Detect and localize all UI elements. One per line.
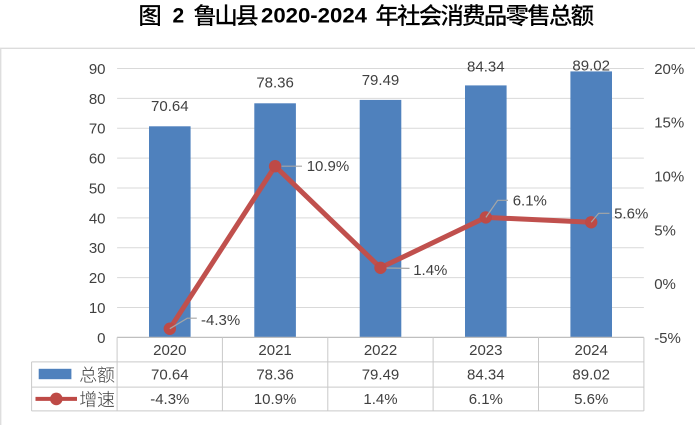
svg-text:2024: 2024 [575, 342, 608, 359]
svg-text:-4.3%: -4.3% [150, 391, 189, 408]
svg-text:2020-2024: 2020-2024 [261, 5, 367, 28]
svg-text:84.34: 84.34 [467, 58, 505, 75]
svg-text:10: 10 [89, 300, 106, 317]
svg-text:2021: 2021 [258, 342, 291, 359]
svg-text:80: 80 [89, 91, 106, 108]
svg-text:40: 40 [89, 210, 106, 227]
svg-text:6.1%: 6.1% [513, 192, 547, 209]
svg-text:15%: 15% [654, 115, 684, 132]
svg-text:84.34: 84.34 [467, 367, 505, 384]
svg-text:60: 60 [89, 151, 106, 168]
svg-text:0: 0 [97, 330, 105, 347]
svg-text:20: 20 [89, 270, 106, 287]
svg-text:1.4%: 1.4% [363, 391, 397, 408]
svg-text:70.64: 70.64 [151, 98, 189, 115]
svg-text:79.49: 79.49 [362, 367, 400, 384]
svg-text:89.02: 89.02 [572, 58, 610, 75]
svg-text:5.6%: 5.6% [574, 391, 608, 408]
svg-text:10.9%: 10.9% [307, 158, 350, 175]
svg-text:2022: 2022 [364, 342, 397, 359]
svg-text:89.02: 89.02 [572, 367, 610, 384]
svg-text:20%: 20% [654, 61, 684, 78]
svg-text:-4.3%: -4.3% [201, 312, 240, 329]
svg-text:90: 90 [89, 61, 106, 78]
svg-text:2020: 2020 [153, 342, 186, 359]
svg-text:10.9%: 10.9% [254, 391, 297, 408]
svg-text:-5%: -5% [654, 330, 681, 347]
svg-text:78.36: 78.36 [256, 75, 294, 92]
svg-text:50: 50 [89, 181, 106, 198]
svg-text:79.49: 79.49 [362, 72, 400, 89]
svg-text:70.64: 70.64 [151, 367, 189, 384]
svg-text:10%: 10% [654, 169, 684, 186]
svg-text:2: 2 [173, 5, 185, 28]
svg-text:30: 30 [89, 240, 106, 257]
svg-text:70: 70 [89, 121, 106, 138]
svg-text:5%: 5% [654, 222, 676, 239]
svg-text:5.6%: 5.6% [614, 206, 648, 223]
svg-text:1.4%: 1.4% [413, 262, 447, 279]
svg-text:6.1%: 6.1% [469, 391, 503, 408]
svg-text:78.36: 78.36 [256, 367, 294, 384]
svg-text:2023: 2023 [469, 342, 502, 359]
svg-text:0%: 0% [654, 276, 676, 293]
